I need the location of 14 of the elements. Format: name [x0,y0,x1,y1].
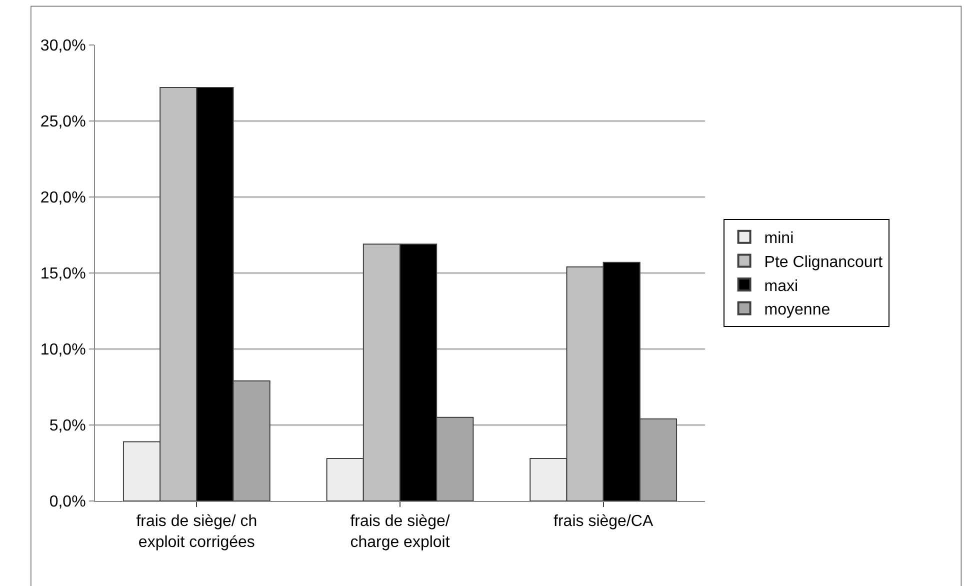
y-tick-label: 10,0% [40,342,86,359]
x-tick-label: frais de siège/ ch exploit corrigées [136,513,258,551]
y-tick-label: 20,0% [40,190,86,207]
y-tick-label: 0,0% [49,494,86,511]
x-tick-label: frais de siège/ charge exploit [350,513,450,551]
legend-label: mini [764,230,794,248]
y-tick-label: 5,0% [49,418,86,435]
legend-label: moyenne [764,302,830,319]
y-tick-label: 25,0% [40,114,86,131]
legend-label: Pte Clignancourt [764,254,884,271]
y-tick-label: 30,0% [40,38,86,55]
legend-label: maxi [764,278,798,295]
y-tick-label: 15,0% [40,266,86,283]
x-tick-label: frais siège/CA [554,513,654,530]
